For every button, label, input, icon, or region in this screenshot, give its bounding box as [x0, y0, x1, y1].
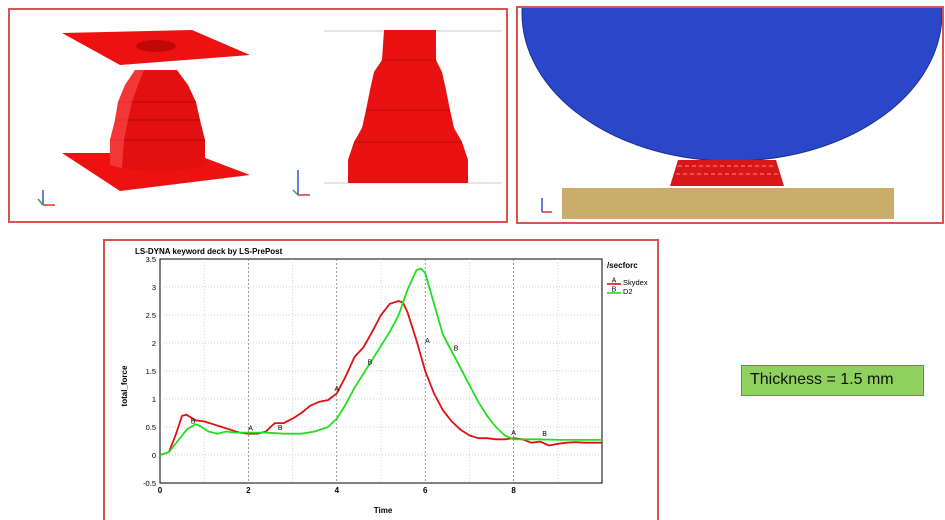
series-line-d2 — [159, 267, 602, 456]
x-tick-label: 2 — [246, 486, 251, 495]
point-marker-label: B — [191, 419, 196, 426]
y-tick-label: 2 — [152, 339, 156, 348]
legend-label: Skydex — [623, 278, 648, 287]
point-marker-label: A — [334, 386, 339, 393]
y-tick-label: 0.5 — [146, 423, 156, 432]
point-marker-label: A — [511, 430, 516, 437]
chart-title: LS-DYNA keyword deck by LS-PrePost — [135, 247, 283, 256]
chart-subtitle: /secforc — [607, 261, 638, 270]
point-marker-label: B — [368, 359, 373, 366]
legend-label: D2 — [623, 287, 633, 296]
impact-view-right — [516, 6, 944, 224]
model-view-left — [8, 8, 508, 223]
x-tick-label: 0 — [158, 486, 163, 495]
force-chart-panel: LS-DYNA keyword deck by LS-PrePost /secf… — [103, 239, 659, 520]
y-tick-label: 1 — [152, 395, 156, 404]
y-tick-label: 3.5 — [146, 255, 156, 264]
y-tick-label: -0.5 — [143, 479, 156, 488]
x-tick-label: 8 — [511, 486, 516, 495]
y-tick-label: 3 — [152, 283, 156, 292]
crushed-part — [670, 160, 784, 186]
x-tick-label: 4 — [335, 486, 340, 495]
top-hole — [136, 40, 176, 52]
impact-illustration — [521, 8, 942, 219]
base-plate — [562, 188, 894, 219]
y-axis-label: total_force — [120, 365, 129, 406]
legend-marker: A — [612, 278, 617, 285]
x-axis-label: Time — [374, 506, 393, 515]
point-marker-label: B — [542, 431, 547, 438]
point-marker-label: A — [248, 425, 253, 432]
y-tick-label: 2.5 — [146, 311, 156, 320]
x-tick-label: 6 — [423, 486, 428, 495]
y-tick-label: 0 — [152, 451, 156, 460]
y-tick-label: 1.5 — [146, 367, 156, 376]
thickness-label: Thickness = 1.5 mm — [741, 365, 924, 396]
force-time-chart: LS-DYNA keyword deck by LS-PrePost /secf… — [120, 247, 648, 515]
impactor-sphere — [522, 8, 942, 161]
point-marker-label: B — [454, 345, 459, 352]
part-model-illustration — [37, 30, 502, 206]
legend-marker: B — [612, 287, 617, 294]
part-side-view — [348, 30, 468, 183]
point-marker-label: B — [278, 425, 283, 432]
point-marker-label: A — [425, 338, 430, 345]
